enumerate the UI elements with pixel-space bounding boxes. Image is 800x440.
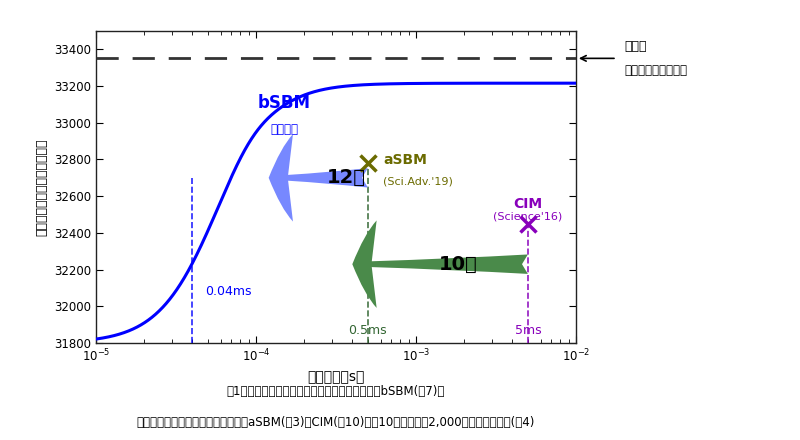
Text: CIM: CIM xyxy=(514,197,542,211)
X-axis label: 計算時間（s）: 計算時間（s） xyxy=(307,370,365,384)
Text: （厳密解の推定値）: （厳密解の推定値） xyxy=(624,64,687,77)
Text: (Science'16): (Science'16) xyxy=(494,212,562,222)
Text: 0.04ms: 0.04ms xyxy=(205,285,251,298)
Text: (Sci.Adv.'19): (Sci.Adv.'19) xyxy=(383,176,454,187)
Text: 図1：今回開発したシミュレーテッド分岐マシンbSBM(注7)と: 図1：今回開発したシミュレーテッド分岐マシンbSBM(注7)と xyxy=(227,385,445,398)
Text: （今回）: （今回） xyxy=(270,123,298,136)
Text: 10倍: 10倍 xyxy=(439,255,478,274)
Text: 従来のシミュレーテッド分岐マシンaSBM(注3)（CIM(注10)の絀10倍高速）を2,000変数問題で比較(注4): 従来のシミュレーテッド分岐マシンaSBM(注3)（CIM(注10)の絀10倍高速… xyxy=(137,416,535,429)
Text: 5ms: 5ms xyxy=(514,324,541,337)
Text: 12倍: 12倍 xyxy=(327,169,366,187)
Text: 0.5ms: 0.5ms xyxy=(349,324,387,337)
Text: aSBM: aSBM xyxy=(383,154,427,167)
Text: 最適解: 最適解 xyxy=(624,40,646,53)
Y-axis label: 目的関数（大きいほど良い）: 目的関数（大きいほど良い） xyxy=(35,138,49,236)
Text: bSBM: bSBM xyxy=(258,94,310,112)
